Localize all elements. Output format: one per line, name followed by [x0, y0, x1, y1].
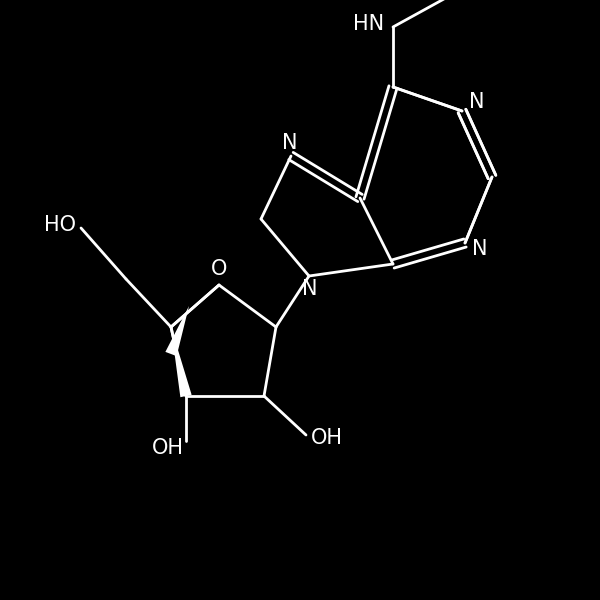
Polygon shape [171, 327, 191, 397]
Text: N: N [302, 279, 318, 299]
Text: HO: HO [44, 215, 76, 235]
Text: HN: HN [353, 14, 385, 34]
Text: OH: OH [152, 438, 184, 458]
Text: N: N [472, 239, 488, 259]
Text: N: N [282, 133, 298, 153]
Text: O: O [211, 259, 227, 279]
Polygon shape [166, 306, 189, 356]
Text: N: N [469, 92, 485, 112]
Text: OH: OH [311, 428, 343, 448]
